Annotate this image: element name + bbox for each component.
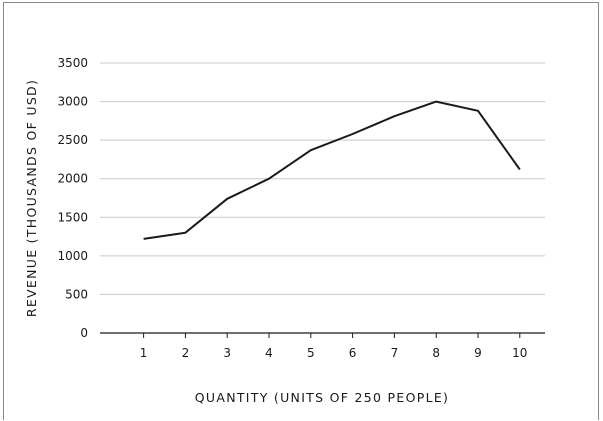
y-tick-label: 3500 bbox=[57, 56, 88, 70]
y-tick-label: 2500 bbox=[57, 133, 88, 147]
x-tick-label: 1 bbox=[140, 346, 148, 360]
y-tick-label: 3000 bbox=[57, 95, 88, 109]
y-tick-label: 1000 bbox=[57, 249, 88, 263]
chart-frame bbox=[3, 2, 599, 420]
x-tick-label: 10 bbox=[512, 346, 527, 360]
x-tick-label: 3 bbox=[223, 346, 231, 360]
y-tick-label: 2000 bbox=[57, 172, 88, 186]
y-tick-label: 0 bbox=[80, 326, 88, 340]
revenue-line bbox=[143, 100, 521, 240]
x-tick-label: 2 bbox=[182, 346, 190, 360]
x-tick-label: 6 bbox=[349, 346, 357, 360]
y-tick-label: 1500 bbox=[57, 210, 88, 224]
y-tick-label: 500 bbox=[65, 287, 88, 301]
x-axis-ticks: 1 2 3 4 5 6 7 8 9 10 bbox=[140, 333, 527, 360]
x-axis-title: QUANTITY (UNITS OF 250 PEOPLE) bbox=[195, 390, 449, 405]
x-tick-label: 8 bbox=[432, 346, 440, 360]
grid-lines bbox=[100, 62, 545, 295]
x-tick-label: 5 bbox=[307, 346, 315, 360]
x-tick-label: 9 bbox=[474, 346, 482, 360]
y-axis-ticks: 0 500 1000 1500 2000 2500 3000 3500 bbox=[57, 56, 88, 340]
x-tick-label: 4 bbox=[265, 346, 273, 360]
data-points bbox=[143, 101, 520, 239]
x-tick-label: 7 bbox=[391, 346, 399, 360]
y-axis-title: REVENUE (THOUSANDS OF USD) bbox=[24, 79, 39, 317]
